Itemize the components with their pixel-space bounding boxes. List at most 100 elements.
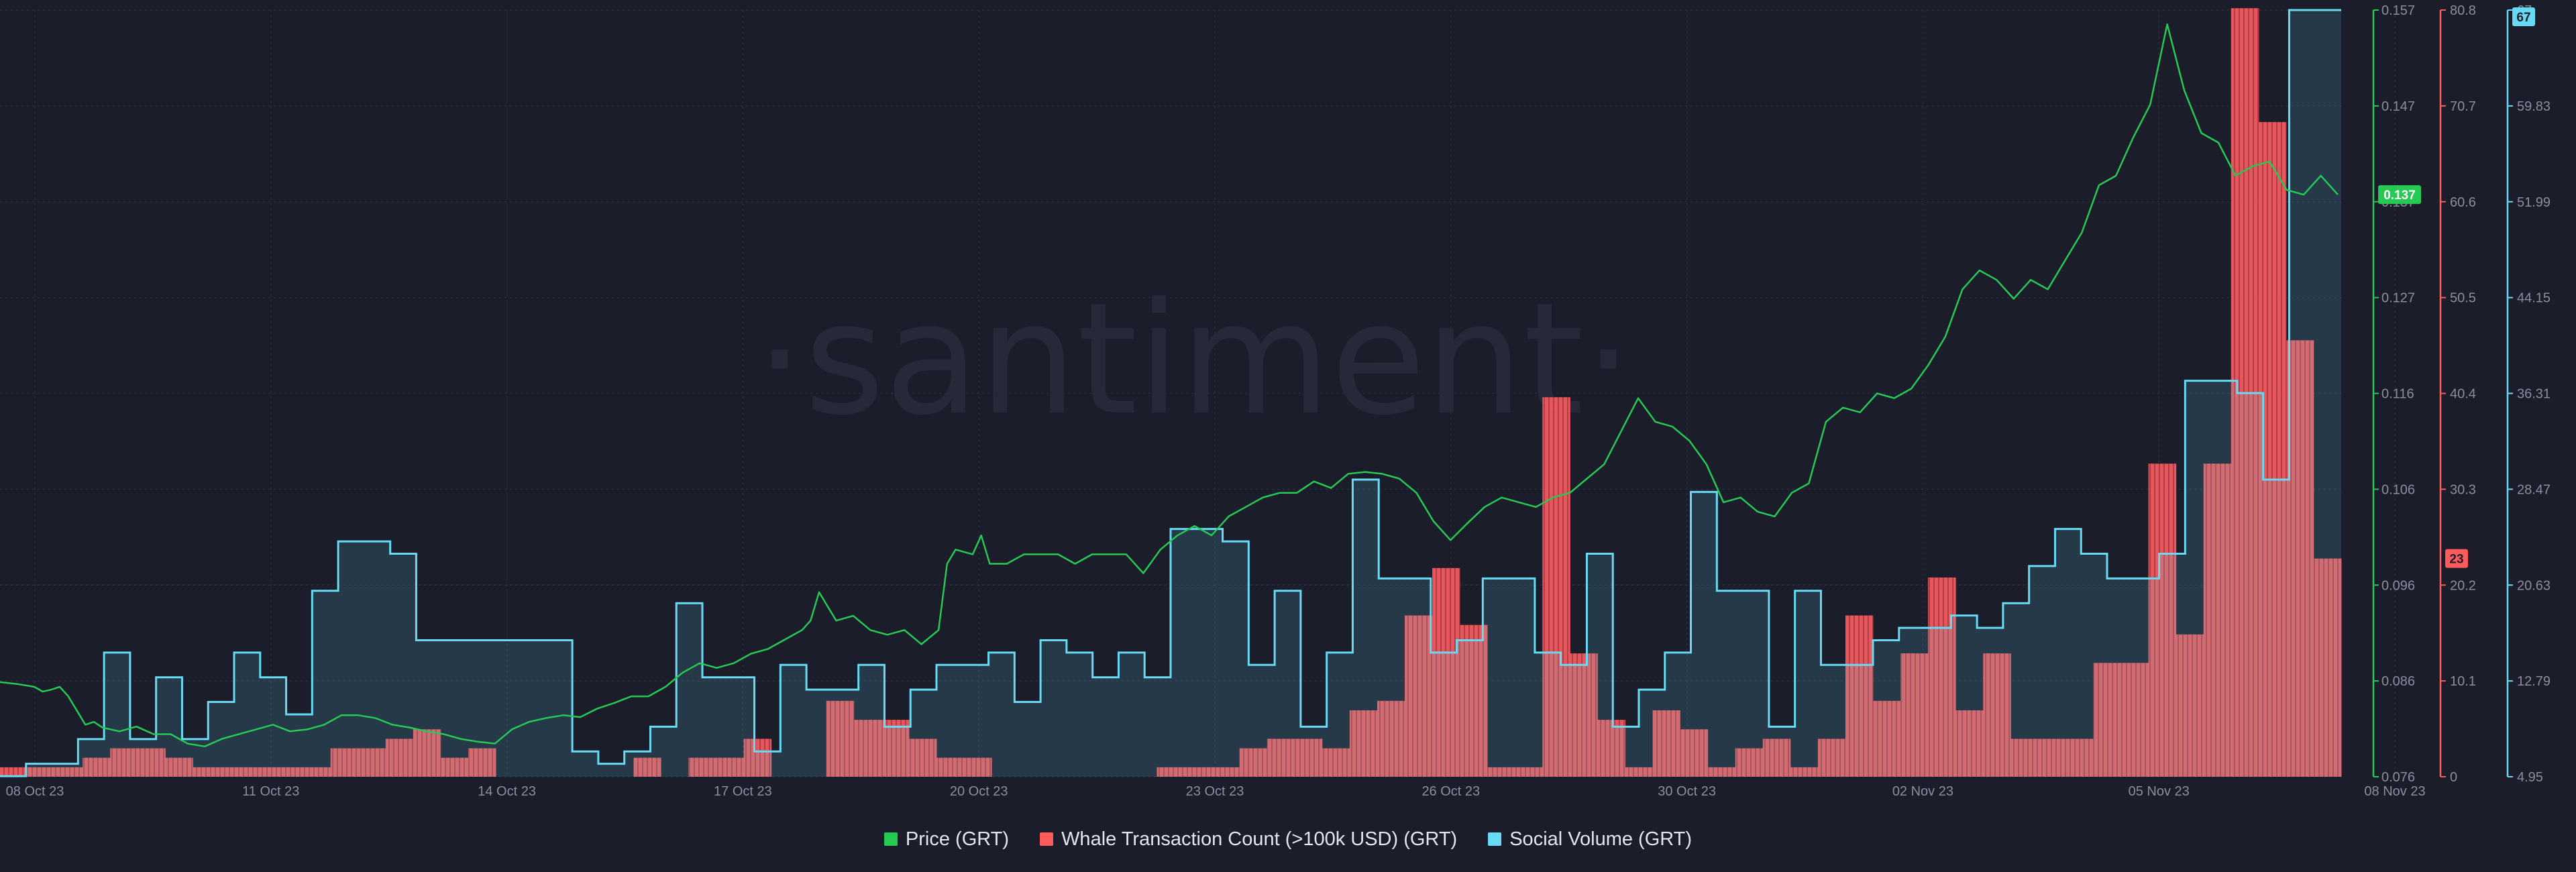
- whale-bar: [303, 767, 331, 777]
- x-tick-label: 26 Oct 23: [1421, 784, 1480, 799]
- legend-item-price[interactable]: Price (GRT): [883, 828, 1010, 851]
- whale-bar: [1707, 767, 1736, 777]
- price-tick-label: 0.096: [2381, 578, 2415, 593]
- social-tick-label: 44.15: [2517, 291, 2551, 306]
- whale-bar: [330, 748, 359, 777]
- x-tick-label: 02 Nov 23: [1892, 784, 1953, 799]
- price-current-value: 0.137: [2383, 188, 2416, 203]
- whale-bar: [1625, 767, 1654, 777]
- whale-bar: [2148, 464, 2177, 777]
- legend-item-whale[interactable]: Whale Transaction Count (>100k USD) (GRT…: [1040, 828, 1457, 851]
- whale-bar: [2038, 739, 2066, 777]
- whale-bar: [1652, 710, 1681, 777]
- whale-tick-label: 40.4: [2450, 387, 2476, 402]
- whale-current-badge: [2445, 549, 2468, 568]
- whale-bar: [853, 720, 882, 777]
- legend-swatch-price: [883, 832, 898, 846]
- social-current-value: 67: [2516, 11, 2530, 25]
- whale-bar: [1294, 739, 1323, 777]
- whale-bar: [936, 757, 965, 777]
- whale-bar: [1184, 767, 1213, 777]
- x-tick-label: 11 Oct 23: [242, 784, 299, 799]
- x-tick-label: 23 Oct 23: [1186, 784, 1244, 799]
- whale-bar: [716, 757, 745, 777]
- whale-bar: [2010, 739, 2039, 777]
- whale-tick-label: 60.6: [2450, 195, 2476, 210]
- whale-tick-label: 20.2: [2450, 578, 2476, 593]
- whale-bar: [275, 767, 304, 777]
- whale-bar: [2065, 739, 2094, 777]
- whale-bar: [1515, 767, 1543, 777]
- whale-bar: [633, 757, 661, 777]
- whale-bar: [220, 767, 249, 777]
- social-current-badge: [2512, 7, 2535, 26]
- whale-bar: [55, 767, 83, 777]
- social-tick-label: 51.99: [2517, 195, 2551, 210]
- whale-bar: [413, 729, 441, 777]
- social-volume-series: [0, 9, 2341, 777]
- whale-bar: [83, 757, 111, 777]
- whale-current-value: 23: [2449, 553, 2463, 567]
- whale-bar: [2313, 558, 2342, 777]
- watermark: ·santiment·: [755, 270, 1633, 449]
- whale-bar: [193, 767, 221, 777]
- whale-bar: [1377, 700, 1405, 777]
- whale-bar: [1983, 653, 2011, 777]
- legend-item-social[interactable]: Social Volume (GRT): [1488, 828, 1692, 851]
- whale-bar: [2286, 340, 2314, 777]
- price-tick-label: 0.106: [2381, 482, 2415, 497]
- social-tick-label: 28.47: [2517, 482, 2551, 497]
- whale-bar: [385, 739, 414, 777]
- whale-tick-label: 10.1: [2450, 674, 2476, 689]
- legend-label-price: Price (GRT): [905, 828, 1010, 850]
- x-tick-label: 05 Nov 23: [2129, 784, 2190, 799]
- price-tick-label: 0.147: [2381, 99, 2415, 114]
- whale-tick-label: 30.3: [2450, 482, 2476, 497]
- whale-bar: [908, 739, 937, 777]
- whale-bar: [881, 720, 910, 777]
- whale-bar: [1405, 615, 1433, 777]
- price-series: [0, 23, 2339, 748]
- price-tick-label: 0.157: [2381, 3, 2415, 18]
- axis-badges: 0.137 23 67: [2378, 7, 2535, 568]
- whale-bar: [1790, 767, 1819, 777]
- price-tick-label: 0.127: [2381, 291, 2415, 306]
- price-line: [0, 23, 2339, 748]
- whale-bar: [1735, 748, 1764, 777]
- social-tick-label: 59.83: [2517, 99, 2551, 114]
- whale-bar: [110, 748, 138, 777]
- whale-tick-label: 70.7: [2450, 99, 2476, 114]
- whale-bar: [2203, 464, 2232, 777]
- social-tick-label: 4.95: [2517, 770, 2543, 785]
- whale-bar: [1157, 767, 1185, 777]
- whale-bar: [1817, 739, 1846, 777]
- whale-bar: [1680, 729, 1709, 777]
- legend-label-whale: Whale Transaction Count (>100k USD) (GRT…: [1061, 828, 1458, 850]
- whale-bar: [358, 748, 386, 777]
- whale-bar-series: [0, 8, 2342, 777]
- whale-tick-label: 50.5: [2450, 291, 2476, 306]
- whale-bar: [2176, 634, 2204, 777]
- whale-tick-label: 80.8: [2450, 3, 2476, 18]
- x-tick-label: 30 Oct 23: [1658, 784, 1716, 799]
- whale-bar: [1955, 710, 1984, 777]
- whale-tick-label: 0: [2450, 770, 2457, 785]
- whale-bar: [1900, 653, 1929, 777]
- social-tick-label: 12.79: [2517, 674, 2551, 689]
- x-tick-label: 17 Oct 23: [714, 784, 772, 799]
- whale-bar: [1267, 739, 1295, 777]
- whale-bar: [2093, 663, 2122, 777]
- x-tick-label: 14 Oct 23: [478, 784, 536, 799]
- whale-bar: [138, 748, 166, 777]
- whale-bar: [1460, 624, 1488, 777]
- legend-label-social: Social Volume (GRT): [1509, 828, 1693, 850]
- whale-bar: [0, 767, 28, 777]
- social-volume-line: [0, 9, 2341, 777]
- whale-bar: [248, 767, 276, 777]
- whale-bar: [1212, 767, 1240, 777]
- whale-bar: [964, 757, 992, 777]
- x-tick-label: 08 Oct 23: [6, 784, 64, 799]
- whale-bar: [688, 757, 717, 777]
- whale-bar: [468, 748, 496, 777]
- whale-bar: [2121, 663, 2149, 777]
